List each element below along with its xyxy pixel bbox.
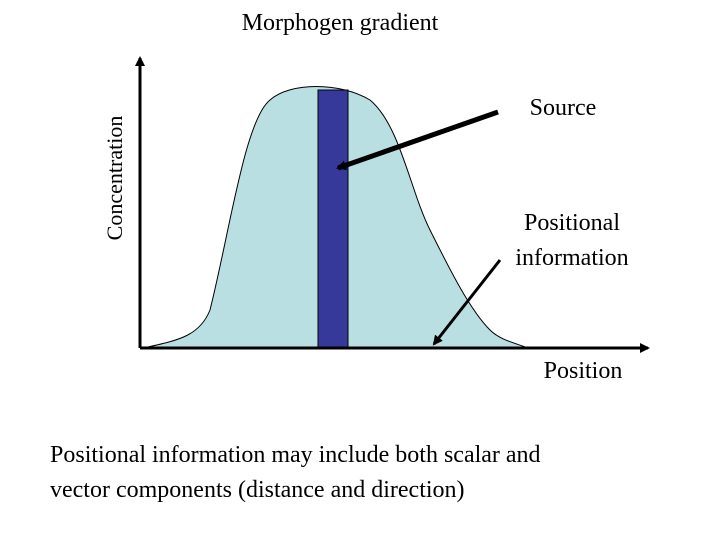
caption: vector components (distance and directio… [50, 477, 465, 503]
info-arrow [432, 259, 502, 346]
caption: Positional information may include both … [50, 442, 541, 468]
info-label: Positional [524, 210, 620, 236]
info-label: information [515, 245, 628, 271]
source-bar [317, 89, 349, 349]
y-axis-label: Concentration [102, 116, 127, 241]
x-axis-label: Position [544, 358, 623, 384]
title: Morphogen gradient [242, 10, 439, 36]
source-arrow [336, 109, 499, 171]
source-label: Source [530, 95, 597, 121]
